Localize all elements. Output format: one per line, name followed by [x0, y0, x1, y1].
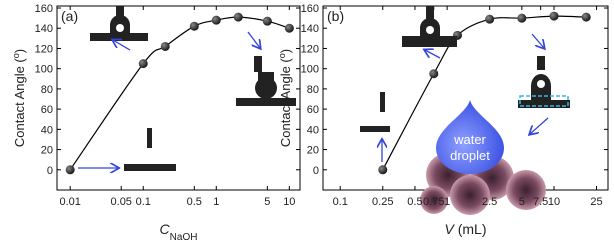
x-tick-label: 25: [590, 196, 602, 208]
y-tick-label: 160: [301, 3, 319, 15]
data-point: [233, 12, 243, 22]
y-tick-label: 140: [301, 23, 319, 35]
data-point: [138, 59, 148, 69]
data-point: [429, 69, 439, 79]
x-tick-label: 0.05: [111, 196, 132, 208]
x-label-subscript: NaOH: [170, 232, 198, 240]
x-tick-label: 0.1: [333, 196, 348, 208]
y-label-part: ): [12, 49, 27, 53]
annotation: water: [453, 132, 486, 147]
y-tick-label: 0: [47, 165, 53, 177]
x-tick-label: 10: [548, 196, 560, 208]
x-tick-label: 2.5: [482, 196, 497, 208]
annotation: droplet: [450, 148, 490, 163]
panel-label: (a): [61, 8, 78, 24]
x-tick-label: 1: [444, 196, 450, 208]
y-label-part: ): [278, 49, 293, 53]
x-tick-label: 10: [283, 196, 295, 208]
y-tick-label: 40: [41, 124, 53, 136]
y-tick-label: 120: [301, 43, 319, 55]
x-label-symbol: C: [160, 221, 171, 237]
y-tick-label: 120: [35, 43, 53, 55]
data-point: [211, 15, 221, 25]
panel-label: (b): [327, 8, 344, 24]
x-tick-label: 7.5: [533, 196, 548, 208]
y-label-part: o: [277, 53, 287, 58]
data-point: [262, 16, 272, 26]
y-label-part: Contact Angle (: [12, 58, 27, 148]
x-tick-label: 0.5: [407, 196, 422, 208]
y-tick-label: 60: [307, 104, 319, 116]
data-point: [581, 12, 591, 22]
insets: [78, 6, 570, 215]
y-tick-label: 20: [41, 145, 53, 157]
data-point: [160, 41, 170, 51]
y-tick-label: 100: [35, 64, 53, 76]
data-point: [284, 23, 294, 33]
data-point: [485, 14, 495, 24]
y-tick-label: 80: [41, 84, 53, 96]
x-tick-label: 0.75: [423, 196, 444, 208]
x-label-symbol: V: [444, 221, 455, 237]
x-tick-label: 1: [213, 196, 219, 208]
y-label-part: Contact Angle (: [278, 58, 293, 148]
y-axis-label: Contact Angle (o): [277, 49, 293, 147]
y-tick-label: 40: [307, 124, 319, 136]
y-axis-label: Contact Angle (o): [11, 49, 27, 147]
y-tick-label: 100: [301, 64, 319, 76]
plot-frame: [56, 5, 301, 191]
x-tick-label: 0.1: [136, 196, 151, 208]
data-point: [378, 165, 388, 175]
x-tick-label: 0.01: [59, 196, 80, 208]
x-tick-label: 0.25: [372, 196, 393, 208]
y-tick-label: 80: [307, 84, 319, 96]
data-point: [549, 11, 559, 21]
x-axis-label: V (mL): [444, 221, 486, 237]
y-tick-label: 60: [41, 104, 53, 116]
x-label-unit: (mL): [454, 221, 487, 237]
y-tick-label: 160: [35, 3, 53, 15]
data-point: [189, 21, 199, 31]
x-tick-label: 5: [519, 196, 525, 208]
data-point: [517, 13, 527, 23]
y-tick-label: 20: [307, 145, 319, 157]
x-tick-label: 0.5: [187, 196, 202, 208]
series-line: [69, 16, 290, 171]
y-tick-label: 140: [35, 23, 53, 35]
y-tick-label: 0: [313, 165, 319, 177]
data-point: [65, 165, 75, 175]
x-tick-label: 5: [264, 196, 270, 208]
x-axis-label: CNaOH: [160, 221, 198, 240]
y-label-part: o: [11, 53, 21, 58]
